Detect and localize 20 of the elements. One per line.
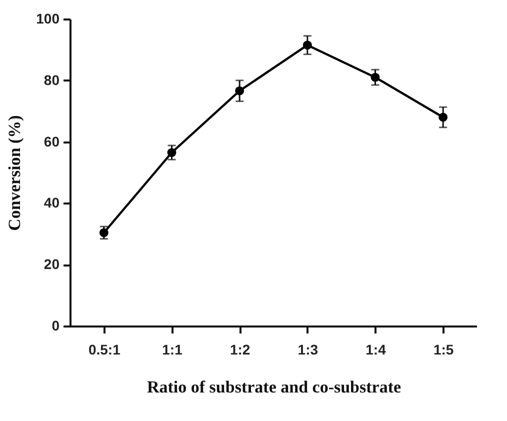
point bbox=[438, 112, 448, 122]
y-axis-title: Conversion (%) bbox=[5, 115, 24, 231]
point bbox=[235, 86, 244, 96]
y-tick-label: 80 bbox=[44, 72, 60, 88]
point bbox=[302, 40, 312, 50]
y-tick-label: 0 bbox=[52, 318, 60, 334]
point bbox=[99, 228, 108, 238]
x-axis-title: Ratio of substrate and co-substrate bbox=[146, 378, 402, 396]
y-tick-label: 100 bbox=[36, 10, 60, 26]
y-tick-label: 40 bbox=[44, 194, 60, 211]
x-tick-label: 1:1 bbox=[162, 342, 183, 358]
y-tick-label: 60 bbox=[44, 133, 60, 150]
x-tick-label: 1:3 bbox=[298, 342, 318, 358]
point bbox=[370, 72, 380, 82]
x-tick-label: 1:4 bbox=[366, 342, 386, 358]
x-tick-label: 0.5:1 bbox=[88, 342, 121, 358]
x-tick-label: 1:5 bbox=[433, 342, 454, 358]
point bbox=[167, 148, 176, 158]
x-tick-label: 1:2 bbox=[230, 342, 250, 358]
y-tick-label: 20 bbox=[44, 256, 60, 272]
